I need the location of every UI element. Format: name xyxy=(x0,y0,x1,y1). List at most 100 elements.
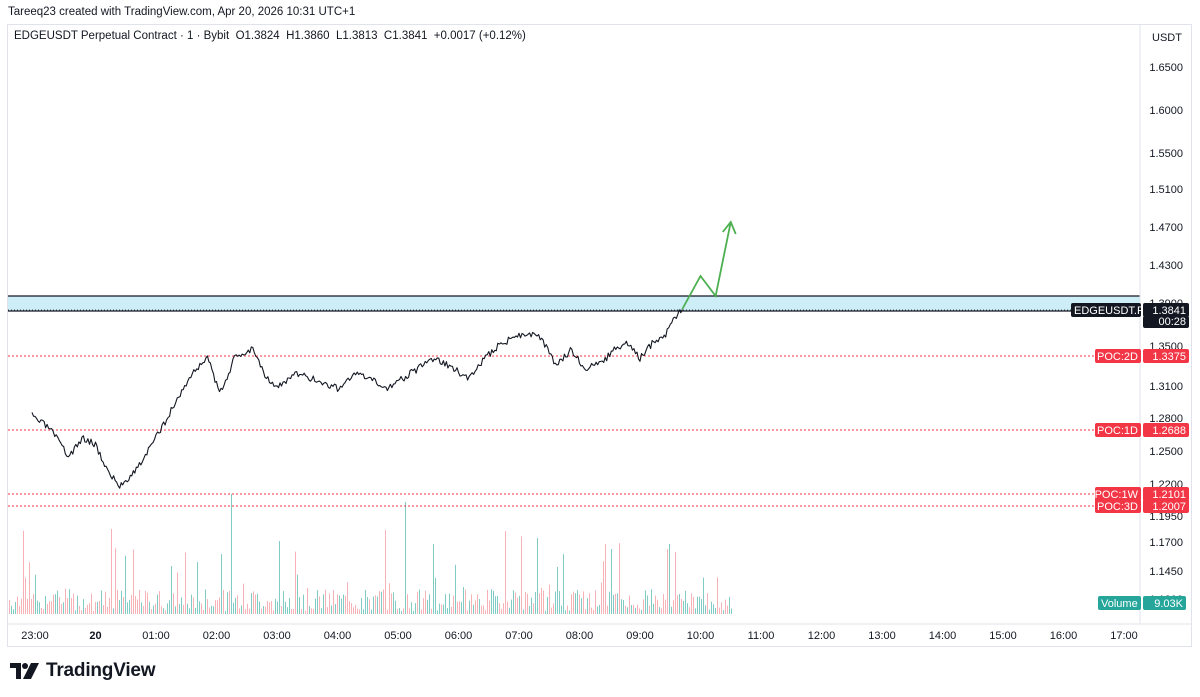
volume-bar xyxy=(431,608,432,614)
volume-bar xyxy=(175,606,176,614)
x-tick-label: 11:00 xyxy=(748,630,775,642)
volume-bar xyxy=(63,602,64,614)
volume-bar xyxy=(451,606,452,614)
volume-bar xyxy=(565,610,566,614)
volume-bar xyxy=(483,605,484,614)
volume-bar xyxy=(563,554,564,614)
volume-name-tag-bg xyxy=(1098,596,1141,610)
volume-bar xyxy=(139,589,140,614)
volume-bar xyxy=(409,608,410,614)
volume-bar xyxy=(435,577,436,614)
volume-bar xyxy=(41,608,42,614)
volume-bar xyxy=(317,590,318,614)
volume-bar xyxy=(255,594,256,614)
x-tick-label: 03:00 xyxy=(263,630,291,642)
volume-bar xyxy=(557,566,558,614)
bar-countdown-tag: 00:28 xyxy=(1143,316,1189,328)
legend-change: +0.0017 (+0.12%) xyxy=(433,30,526,42)
volume-bar xyxy=(511,599,512,614)
volume-bar xyxy=(675,551,676,614)
volume-bar xyxy=(279,541,280,614)
volume-bar xyxy=(349,601,350,614)
volume-bar xyxy=(577,589,578,614)
volume-bar xyxy=(707,593,708,614)
volume-bar xyxy=(459,601,460,614)
volume-bar xyxy=(597,606,598,614)
volume-bar xyxy=(535,591,536,614)
volume-bar xyxy=(177,572,178,614)
time-axis[interactable]: 23:00 20 01:00 02:00 03:00 04:00 05:00 06:00 07:… xyxy=(8,623,1191,642)
volume-bar xyxy=(653,603,654,614)
volume-bar xyxy=(245,609,246,614)
volume-bar xyxy=(629,595,630,614)
y-tick-label: 1.6000 xyxy=(1149,105,1183,117)
volume-bar xyxy=(59,596,60,614)
volume-bar xyxy=(155,603,156,614)
volume-bar xyxy=(343,594,344,614)
volume-bar xyxy=(485,610,486,614)
volume-bar xyxy=(277,601,278,614)
volume-bar xyxy=(521,536,522,614)
volume-value-tag: 9.03K xyxy=(1143,596,1186,610)
volume-bar xyxy=(33,593,34,614)
volume-bar xyxy=(53,594,54,614)
volume-bar xyxy=(313,608,314,614)
projection-path[interactable] xyxy=(681,221,732,310)
volume-bar xyxy=(239,608,240,614)
projection-arrow[interactable] xyxy=(681,220,737,310)
volume-bar xyxy=(127,602,128,614)
volume-bar xyxy=(579,594,580,614)
volume-bar xyxy=(51,601,52,614)
resistance-zone[interactable] xyxy=(8,295,1140,312)
volume-bar xyxy=(517,597,518,614)
volume-bar xyxy=(189,608,190,614)
price-axis[interactable]: USDT 1.6500 1.6000 1.5500 1.5100 1.4700 1.430… xyxy=(1139,25,1183,624)
last-price-symbol-tag: EDGEUSDT.P xyxy=(1071,303,1144,317)
poc-value-tag: 1.2688 xyxy=(1143,423,1189,437)
volume-bar xyxy=(397,608,398,614)
poc-name-tag-text: POC:1D xyxy=(1097,425,1138,437)
volume-bar xyxy=(671,606,672,614)
volume-bar xyxy=(157,594,158,614)
volume-bar xyxy=(345,595,346,614)
volume-bar xyxy=(611,549,612,614)
tradingview-logo[interactable]: TradingView xyxy=(10,660,156,682)
y-tick-label: 1.5100 xyxy=(1149,184,1183,196)
volume-bar xyxy=(627,607,628,614)
volume-bar xyxy=(147,592,148,614)
zone-fill[interactable] xyxy=(8,296,1140,311)
volume-bar xyxy=(691,593,692,614)
volume-bar xyxy=(187,603,188,614)
poc-name-tag-bg xyxy=(1095,423,1141,437)
volume-bar xyxy=(339,595,340,614)
poc-name-tag: POC:3D xyxy=(1095,499,1141,513)
x-tick-label: 20 xyxy=(89,630,101,642)
poc-name-tag: POC:1D xyxy=(1095,423,1141,437)
volume-bar xyxy=(693,596,694,614)
volume-bar xyxy=(43,609,44,614)
volume-bar xyxy=(179,603,180,614)
volume-bar xyxy=(513,590,514,614)
volume-name-tag-text: Volume xyxy=(1101,598,1138,610)
volume-bar xyxy=(615,593,616,614)
volume-bar xyxy=(331,605,332,614)
volume-bar xyxy=(475,600,476,614)
volume-bar xyxy=(141,602,142,614)
volume-bar xyxy=(303,594,304,614)
legend-open: O1.3824 xyxy=(235,30,280,42)
volume-bar xyxy=(463,586,464,614)
volume-bar xyxy=(673,600,674,614)
symbol-legend[interactable]: EDGEUSDT Perpetual Contract · 1 · Bybit … xyxy=(14,30,526,42)
volume-bar xyxy=(21,598,22,614)
volume-bar xyxy=(195,607,196,614)
volume-bar xyxy=(35,574,36,614)
poc-value-tag-bg xyxy=(1143,487,1189,501)
y-tick-label: 1.5500 xyxy=(1149,148,1183,160)
volume-bar xyxy=(455,564,456,614)
volume-bar xyxy=(85,607,86,614)
volume-bar xyxy=(375,595,376,614)
volume-bar xyxy=(713,604,714,614)
legend-symbol[interactable]: EDGEUSDT Perpetual Contract · 1 · Bybit xyxy=(14,30,230,42)
